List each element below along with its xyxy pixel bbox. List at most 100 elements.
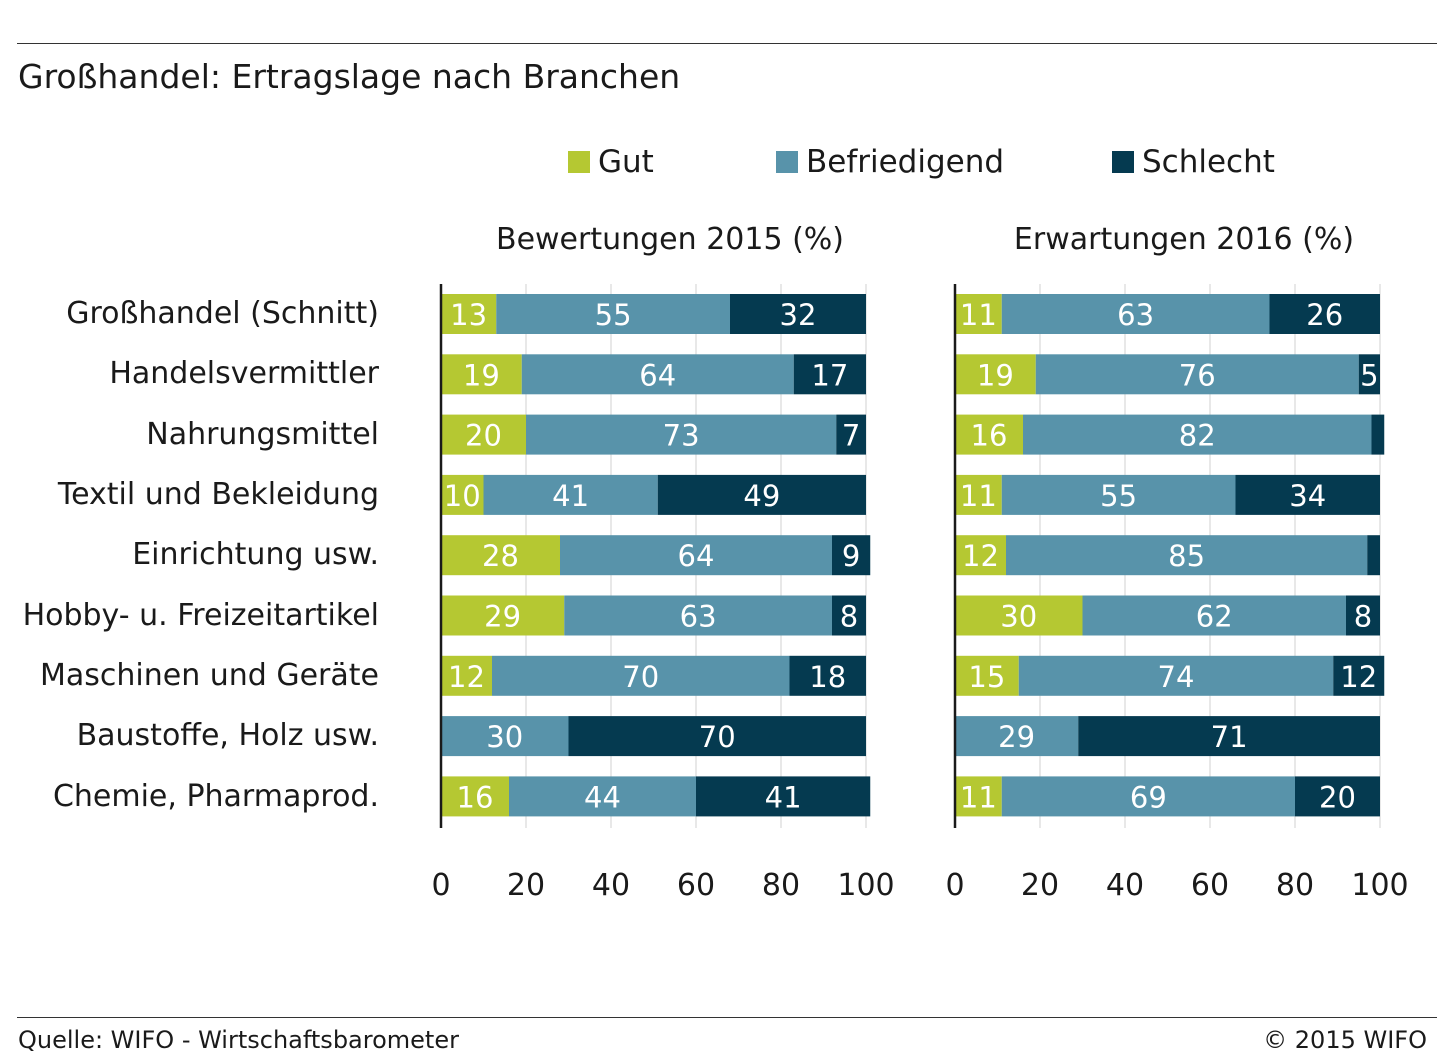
x-tick-label: 20 <box>1021 868 1059 903</box>
bar-segment-gut <box>441 535 560 576</box>
data-label: 5 <box>1360 358 1378 392</box>
bar-segment-schlecht <box>793 354 866 395</box>
panel-title-2015: Bewertungen 2015 (%) <box>495 222 844 257</box>
data-label: 70 <box>622 660 659 694</box>
bar-segment-befriedigend <box>496 294 730 334</box>
bar-segment-schlecht <box>1346 595 1380 636</box>
data-label: 20 <box>465 419 502 453</box>
data-label: 49 <box>743 479 780 513</box>
data-label: 85 <box>1168 539 1205 573</box>
bar-segment-befriedigend <box>1023 414 1372 455</box>
data-label: 26 <box>1306 298 1343 332</box>
data-label: 74 <box>1158 660 1195 694</box>
data-label: 29 <box>484 600 521 634</box>
bottom-rule <box>17 1017 1437 1018</box>
bar-segment-gut <box>955 655 1019 696</box>
x-tick-label: 0 <box>431 868 450 903</box>
x-tick-label: 100 <box>837 868 894 903</box>
data-label: 55 <box>595 298 632 332</box>
data-label: 30 <box>1000 600 1037 634</box>
bar-segment-befriedigend <box>483 474 658 515</box>
data-label: 11 <box>960 298 997 332</box>
bar-segment-befriedigend <box>526 414 837 455</box>
category-label: Nahrungsmittel <box>146 417 379 452</box>
data-label: 71 <box>1211 720 1248 754</box>
x-tick-label: 80 <box>1276 868 1314 903</box>
bar-segment-schlecht <box>730 294 866 334</box>
bar-segment-befriedigend <box>1001 294 1270 334</box>
x-tick-label: 60 <box>677 868 715 903</box>
data-label: 64 <box>639 358 676 392</box>
x-tick-label: 20 <box>507 868 545 903</box>
data-label: 16 <box>971 419 1008 453</box>
data-label: 8 <box>840 600 858 634</box>
bar-segment-schlecht <box>832 535 871 576</box>
bar-segment-befriedigend <box>509 776 696 817</box>
category-label: Maschinen und Geräte <box>39 658 379 693</box>
bar-segment-schlecht <box>1358 354 1380 395</box>
bar-segment-befriedigend <box>1001 776 1295 817</box>
bar-segment-befriedigend <box>1018 655 1334 696</box>
bar-segment-gut <box>441 474 484 515</box>
data-label: 64 <box>678 539 715 573</box>
bar-segment-befriedigend <box>492 655 790 696</box>
bar-segment-schlecht <box>836 414 866 455</box>
bar-segment-befriedigend <box>1006 535 1368 576</box>
data-label: 73 <box>663 419 700 453</box>
bar-segment-befriedigend <box>1001 474 1236 515</box>
bar-segment-befriedigend <box>564 595 832 636</box>
bar-segment-gut <box>955 354 1036 395</box>
category-label: Baustoffe, Holz usw. <box>76 718 379 753</box>
bar-segment-gut <box>441 414 526 455</box>
x-tick-label: 40 <box>592 868 630 903</box>
data-label: 10 <box>444 479 481 513</box>
category-label: Handelsvermittler <box>109 356 379 391</box>
x-tick-label: 100 <box>1351 868 1408 903</box>
bar-segment-gut <box>955 776 1002 817</box>
bar-segment-gut <box>955 414 1023 455</box>
bar-segment-gut <box>441 776 509 817</box>
data-label: 69 <box>1130 780 1167 814</box>
bar-segment-schlecht <box>789 655 866 696</box>
category-label: Chemie, Pharmaprod. <box>52 779 379 814</box>
bar-segment-befriedigend <box>521 354 794 395</box>
data-label: 17 <box>811 358 848 392</box>
bar-segment-gut <box>441 354 522 395</box>
bar-segment-befriedigend <box>1035 354 1359 395</box>
legend-label-befriedigend: Befriedigend <box>806 144 1005 180</box>
data-label: 29 <box>998 720 1035 754</box>
panel-title-2016: Erwartungen 2016 (%) <box>1013 222 1355 257</box>
legend-swatch-gut <box>568 151 590 173</box>
data-label: 63 <box>680 600 717 634</box>
data-label: 13 <box>450 298 487 332</box>
data-label: 20 <box>1319 780 1356 814</box>
legend-swatch-befriedigend <box>776 151 798 173</box>
data-label: 82 <box>1179 419 1216 453</box>
bar-segment-gut <box>955 595 1083 636</box>
bar-segment-schlecht <box>657 474 866 515</box>
data-label: 19 <box>463 358 500 392</box>
bar-segment-gut <box>441 655 492 696</box>
legend-swatch-schlecht <box>1112 151 1134 173</box>
chart-title: Großhandel: Ertragslage nach Branchen <box>18 57 681 96</box>
category-label: Hobby- u. Freizeitartikel <box>22 598 379 633</box>
bar-segment-schlecht <box>832 595 866 636</box>
bar-segment-schlecht <box>1333 655 1385 696</box>
data-label: 30 <box>486 720 523 754</box>
bar-segment-schlecht <box>1371 414 1385 455</box>
data-label: 16 <box>457 780 494 814</box>
x-tick-label: 0 <box>945 868 964 903</box>
data-label: 19 <box>977 358 1014 392</box>
source-note: Quelle: WIFO - Wirtschaftsbarometer <box>18 1026 459 1054</box>
legend-label-gut: Gut <box>598 144 654 180</box>
data-label: 11 <box>960 479 997 513</box>
x-tick-label: 40 <box>1106 868 1144 903</box>
bar-segment-schlecht <box>568 716 866 757</box>
data-label: 62 <box>1196 600 1233 634</box>
data-label: 70 <box>699 720 736 754</box>
legend-item-befriedigend: Befriedigend <box>776 140 1004 184</box>
bar-segment-gut <box>441 294 497 334</box>
data-label: 76 <box>1179 358 1216 392</box>
legend-item-gut: Gut <box>568 140 654 184</box>
